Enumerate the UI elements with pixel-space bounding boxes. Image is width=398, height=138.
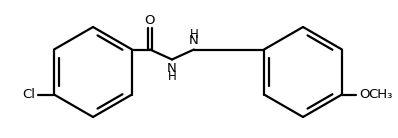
Text: O: O — [145, 14, 155, 27]
Text: O: O — [359, 88, 369, 101]
Text: N: N — [189, 34, 199, 47]
Text: H: H — [168, 70, 176, 83]
Text: N: N — [167, 62, 177, 75]
Text: Cl: Cl — [22, 88, 35, 101]
Text: H: H — [189, 27, 198, 40]
Text: CH₃: CH₃ — [368, 88, 392, 101]
